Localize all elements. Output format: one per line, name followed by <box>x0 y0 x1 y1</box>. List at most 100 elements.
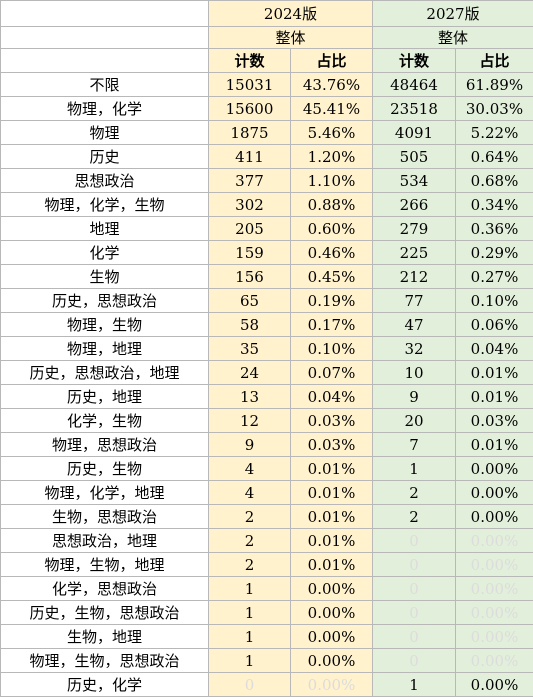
data-row: 物理，生物 58 0.17% 47 0.06% <box>0 312 533 337</box>
count-cell: 15031 <box>208 72 291 97</box>
percent-cell: 0.04% <box>455 336 533 361</box>
row-label: 化学，生物 <box>0 408 209 433</box>
percent-cell: 45.41% <box>290 96 373 121</box>
percent-cell: 0.00% <box>455 528 533 553</box>
percent-cell: 0.06% <box>455 312 533 337</box>
data-row: 历史，思想政治 65 0.19% 77 0.10% <box>0 288 533 313</box>
count-cell: 534 <box>372 168 456 193</box>
percent-cell: 0.00% <box>455 552 533 577</box>
row-label: 物理，生物，地理 <box>0 552 209 577</box>
empty-cell <box>0 26 209 49</box>
data-row: 历史 411 1.20% 505 0.64% <box>0 144 533 169</box>
data-row: 生物，地理 1 0.00% 0 0.00% <box>0 624 533 649</box>
count-cell: 32 <box>372 336 456 361</box>
percent-cell: 0.00% <box>290 672 373 697</box>
count-cell: 58 <box>208 312 291 337</box>
data-row: 物理，化学 15600 45.41% 23518 30.03% <box>0 96 533 121</box>
count-cell: 13 <box>208 384 291 409</box>
count-cell: 0 <box>372 624 456 649</box>
data-row: 思想政治 377 1.10% 534 0.68% <box>0 168 533 193</box>
count-cell: 20 <box>372 408 456 433</box>
row-label: 历史，思想政治 <box>0 288 209 313</box>
row-label: 历史，思想政治，地理 <box>0 360 209 385</box>
count-cell: 0 <box>372 576 456 601</box>
percent-cell: 0.01% <box>290 528 373 553</box>
data-row: 生物 156 0.45% 212 0.27% <box>0 264 533 289</box>
data-row: 物理，化学，地理 4 0.01% 2 0.00% <box>0 480 533 505</box>
percent-cell: 0.00% <box>455 456 533 481</box>
data-row: 物理 1875 5.46% 4091 5.22% <box>0 120 533 145</box>
row-label: 生物 <box>0 264 209 289</box>
count-cell: 7 <box>372 432 456 457</box>
percent-cell: 0.03% <box>290 432 373 457</box>
count-cell: 2 <box>208 504 291 529</box>
count-cell: 9 <box>372 384 456 409</box>
percent-cell: 0.36% <box>455 216 533 241</box>
count-cell: 12 <box>208 408 291 433</box>
percent-cell: 0.17% <box>290 312 373 337</box>
count-cell: 2 <box>372 504 456 529</box>
count-cell: 159 <box>208 240 291 265</box>
empty-cell <box>0 48 209 73</box>
row-label: 地理 <box>0 216 209 241</box>
percent-cell: 0.01% <box>455 360 533 385</box>
row-label: 物理，思想政治 <box>0 432 209 457</box>
count-cell: 24 <box>208 360 291 385</box>
count-cell: 1 <box>372 672 456 697</box>
row-label: 物理，生物，思想政治 <box>0 648 209 673</box>
percent-cell: 0.00% <box>455 624 533 649</box>
percent-cell: 61.89% <box>455 72 533 97</box>
percent-cell: 0.00% <box>290 648 373 673</box>
count-cell: 4091 <box>372 120 456 145</box>
percent-cell: 5.22% <box>455 120 533 145</box>
count-cell: 377 <box>208 168 291 193</box>
percent-cell: 0.01% <box>455 432 533 457</box>
count-cell: 279 <box>372 216 456 241</box>
column-header: 计数 <box>372 48 456 73</box>
count-cell: 47 <box>372 312 456 337</box>
percent-cell: 0.00% <box>455 480 533 505</box>
count-cell: 225 <box>372 240 456 265</box>
count-cell: 1 <box>208 624 291 649</box>
row-label: 化学，思想政治 <box>0 576 209 601</box>
data-row: 物理，地理 35 0.10% 32 0.04% <box>0 336 533 361</box>
percent-cell: 0.45% <box>290 264 373 289</box>
data-row: 思想政治，地理 2 0.01% 0 0.00% <box>0 528 533 553</box>
count-cell: 35 <box>208 336 291 361</box>
count-cell: 10 <box>372 360 456 385</box>
data-row: 历史，思想政治，地理 24 0.07% 10 0.01% <box>0 360 533 385</box>
percent-cell: 0.46% <box>290 240 373 265</box>
percent-cell: 0.68% <box>455 168 533 193</box>
row-label: 物理，生物 <box>0 312 209 337</box>
percent-cell: 5.46% <box>290 120 373 145</box>
row-label: 思想政治，地理 <box>0 528 209 553</box>
empty-cell <box>0 0 209 27</box>
percent-cell: 0.03% <box>290 408 373 433</box>
row-label: 物理 <box>0 120 209 145</box>
percent-cell: 0.00% <box>290 624 373 649</box>
percent-cell: 0.01% <box>455 384 533 409</box>
data-row: 历史，化学 0 0.00% 1 0.00% <box>0 672 533 697</box>
count-cell: 0 <box>372 600 456 625</box>
data-row: 物理，生物，思想政治 1 0.00% 0 0.00% <box>0 648 533 673</box>
subgroup-header: 整体 <box>208 26 373 49</box>
percent-cell: 0.64% <box>455 144 533 169</box>
column-header: 占比 <box>455 48 533 73</box>
data-row: 历史，生物，思想政治 1 0.00% 0 0.00% <box>0 600 533 625</box>
data-row: 地理 205 0.60% 279 0.36% <box>0 216 533 241</box>
count-cell: 212 <box>372 264 456 289</box>
count-cell: 0 <box>208 672 291 697</box>
row-label: 思想政治 <box>0 168 209 193</box>
percent-cell: 0.00% <box>455 672 533 697</box>
count-cell: 1875 <box>208 120 291 145</box>
row-label: 生物，地理 <box>0 624 209 649</box>
row-label: 历史，地理 <box>0 384 209 409</box>
data-row: 生物，思想政治 2 0.01% 2 0.00% <box>0 504 533 529</box>
percent-cell: 0.01% <box>290 504 373 529</box>
count-cell: 2 <box>208 528 291 553</box>
percent-cell: 0.00% <box>455 600 533 625</box>
data-row: 化学，思想政治 1 0.00% 0 0.00% <box>0 576 533 601</box>
percent-cell: 0.00% <box>290 600 373 625</box>
